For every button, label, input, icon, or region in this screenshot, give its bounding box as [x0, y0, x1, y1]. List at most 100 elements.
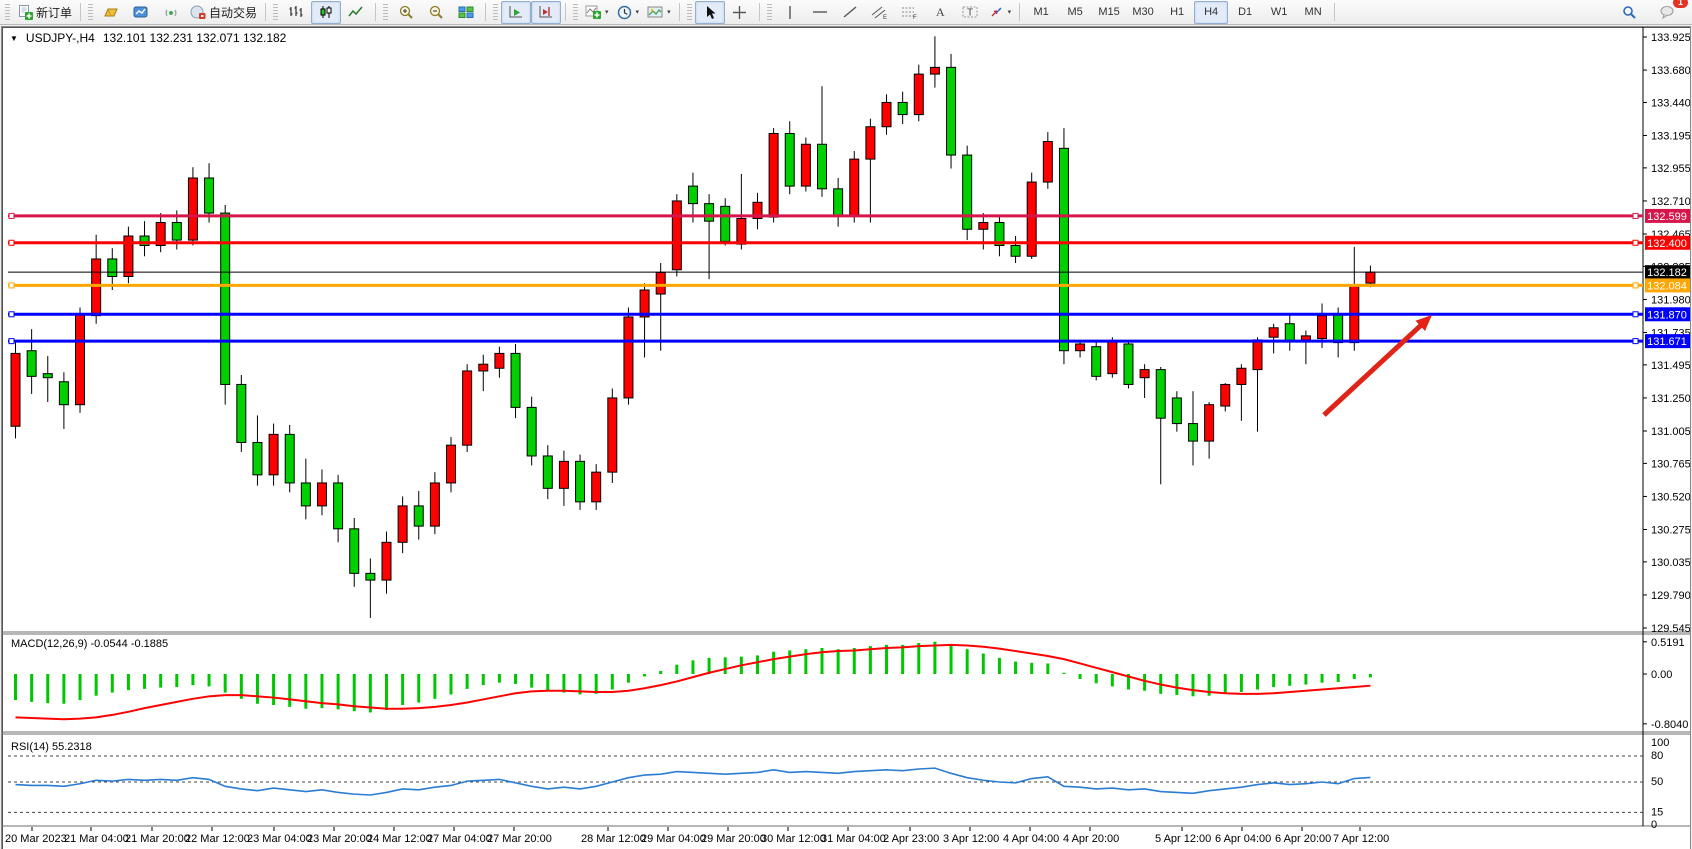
trendline-icon[interactable] [835, 1, 865, 24]
bar-chart-icon[interactable] [281, 1, 311, 24]
rsi-line [15, 767, 1371, 796]
notifications-icon[interactable]: 1 [1652, 0, 1688, 24]
toolbar-drag-handle[interactable] [686, 4, 692, 20]
svg-text:129.790: 129.790 [1651, 590, 1690, 602]
svg-text:132.955: 132.955 [1651, 163, 1690, 175]
toolbar-right-group: 1 [1614, 0, 1690, 24]
vertical-line-icon[interactable] [775, 1, 805, 24]
chevron-down-icon[interactable]: ▾ [1007, 9, 1012, 16]
indicators-icon[interactable]: ▾ [581, 1, 613, 24]
signals-icon[interactable] [156, 1, 186, 24]
main-toolbar: 新订单 自动交易 ▾ ▾ ▾ E F A T ▾ M1 M5 M15 M30 H1 H4 D1 W1 MN 1 [0, 0, 1692, 25]
crosshair-icon[interactable] [725, 1, 755, 24]
autotrading-label: 自动交易 [209, 5, 258, 20]
timeframe-d1-button[interactable]: D1 [1238, 6, 1253, 18]
svg-text:29 Mar 20:00: 29 Mar 20:00 [701, 833, 766, 845]
svg-text:131.250: 131.250 [1651, 393, 1690, 405]
horizontal-line-icon[interactable] [805, 1, 835, 24]
new-order-button[interactable]: 新订单 [13, 1, 76, 24]
indicators-icon [585, 5, 602, 19]
svg-text:4 Apr 04:00: 4 Apr 04:00 [1003, 833, 1059, 845]
search-icon[interactable] [1614, 1, 1644, 24]
svg-text:2 Apr 23:00: 2 Apr 23:00 [883, 833, 939, 845]
svg-text:0.00: 0.00 [1651, 669, 1672, 681]
svg-text:133.195: 133.195 [1651, 130, 1690, 142]
timeframe-m1-button[interactable]: M1 [1033, 6, 1049, 18]
tile-windows-icon [458, 5, 474, 19]
toolbar-drag-handle[interactable] [383, 4, 389, 20]
svg-text:131.495: 131.495 [1651, 360, 1690, 372]
signals-icon [163, 5, 179, 19]
timeframe-m15-button[interactable]: M15 [1098, 6, 1120, 18]
svg-text:0.5191: 0.5191 [1651, 637, 1685, 649]
toolbar-drag-handle[interactable] [273, 4, 279, 20]
horizontal-level-line-132.599[interactable]: 132.599 [8, 208, 1690, 223]
equidistant-channel-icon[interactable]: E [865, 1, 895, 24]
text-label-icon[interactable]: T [955, 1, 985, 24]
chevron-down-icon[interactable]: ▾ [667, 9, 671, 16]
macd-pane: 0.5191 0.00 -0.8040 [14, 637, 1688, 731]
zoom-in-icon [398, 5, 414, 20]
equidistant-channel-icon: E [871, 5, 888, 20]
toolbar-drag-handle[interactable] [573, 4, 579, 20]
line-chart-icon[interactable] [341, 1, 371, 24]
svg-text:133.925: 133.925 [1651, 32, 1690, 44]
chart-shift-icon[interactable] [531, 0, 562, 24]
templates-icon[interactable]: ▾ [643, 1, 675, 24]
svg-text:132.182: 132.182 [1647, 267, 1687, 279]
chevron-down-icon[interactable]: ▾ [605, 9, 609, 16]
toolbar-drag-handle[interactable] [5, 4, 10, 20]
timeframe-h4-button[interactable]: H4 [1194, 0, 1229, 24]
zoom-out-icon[interactable] [421, 1, 451, 24]
toolbar-drag-handle[interactable] [493, 4, 499, 20]
timeframe-w1-button[interactable]: W1 [1270, 6, 1288, 18]
horizontal-level-line-132.084[interactable]: 132.084 [8, 278, 1690, 293]
svg-text:7 Apr 12:00: 7 Apr 12:00 [1333, 833, 1389, 845]
svg-text:132.084: 132.084 [1647, 280, 1687, 292]
toolbar-drag-handle[interactable] [766, 4, 772, 20]
horizontal-level-line-131.870[interactable]: 131.870 [8, 307, 1690, 322]
timeframe-mn-button[interactable]: MN [1304, 6, 1322, 18]
svg-text:131.980: 131.980 [1651, 294, 1690, 306]
svg-text:T: T [967, 8, 973, 19]
svg-text:23 Mar 04:00: 23 Mar 04:00 [247, 833, 312, 845]
chevron-down-icon[interactable]: ▾ [635, 9, 640, 16]
toolbar-separator [80, 3, 82, 21]
toolbar-separator [758, 3, 760, 21]
current-price-132.182[interactable]: 132.182 [8, 265, 1690, 280]
arrows-icon[interactable]: ▾ [985, 1, 1016, 24]
chevron-down-icon[interactable]: ▼ [10, 33, 18, 43]
trend-arrow-annotation[interactable] [1322, 315, 1432, 417]
market-watch-icon [103, 5, 119, 19]
horizontal-level-line-131.671[interactable]: 131.671 [8, 334, 1690, 349]
chart-window[interactable]: 133.925 133.680 133.440 133.195 132.955 132.7… [1, 26, 1691, 849]
svg-text:15: 15 [1651, 806, 1663, 818]
autotrading-button[interactable]: 自动交易 [186, 1, 261, 24]
toolbar-drag-handle[interactable] [88, 4, 94, 20]
zoom-out-icon [428, 5, 444, 20]
tile-windows-icon[interactable] [451, 1, 481, 24]
auto-scroll-icon[interactable] [501, 0, 532, 24]
market-watch-icon[interactable] [96, 1, 126, 24]
fibonacci-icon[interactable]: F [895, 1, 925, 24]
candlesticks-icon[interactable] [311, 0, 342, 24]
price-chart-canvas[interactable]: 133.925 133.680 133.440 133.195 132.955 132.7… [2, 27, 1690, 848]
timeframe-h1-button[interactable]: H1 [1170, 6, 1185, 18]
cursor-icon[interactable] [694, 0, 725, 24]
zoom-in-icon[interactable] [391, 1, 421, 24]
data-window-icon[interactable] [126, 1, 156, 24]
periods-icon[interactable]: ▾ [613, 1, 644, 24]
timeframe-m30-button[interactable]: M30 [1132, 6, 1154, 18]
svg-text:31 Mar 04:00: 31 Mar 04:00 [821, 833, 886, 845]
svg-text:21 Mar 04:00: 21 Mar 04:00 [64, 833, 129, 845]
timeframe-m5-button[interactable]: M5 [1067, 6, 1083, 18]
svg-text:6 Apr 04:00: 6 Apr 04:00 [1215, 833, 1271, 845]
svg-text:27 Mar 20:00: 27 Mar 20:00 [487, 833, 552, 845]
horizontal-level-line-132.400[interactable]: 132.400 [8, 235, 1690, 250]
svg-text:6 Apr 20:00: 6 Apr 20:00 [1275, 833, 1331, 845]
pane-borders [2, 27, 1690, 827]
text-icon[interactable]: A [925, 1, 955, 24]
auto-scroll-icon [508, 5, 524, 19]
macd-indicator-label: MACD(12,26,9) -0.0544 -0.1885 [11, 638, 169, 650]
